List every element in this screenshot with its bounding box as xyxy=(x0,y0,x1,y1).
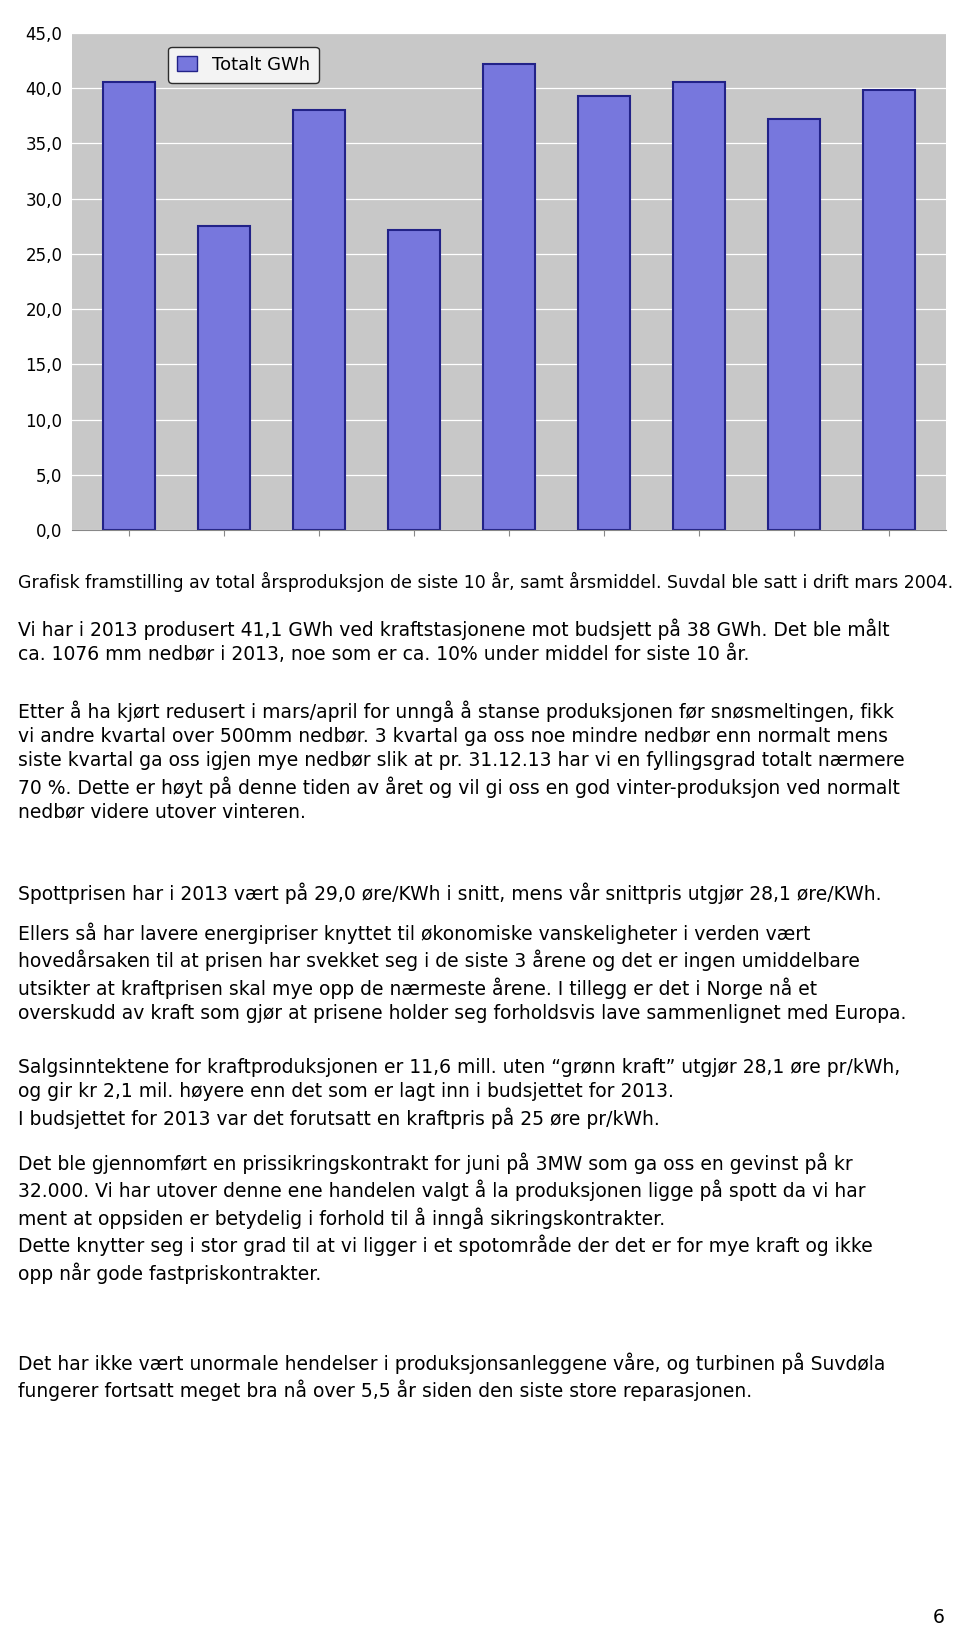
Text: Grafisk framstilling av total årsproduksjon de siste 10 år, samt årsmiddel. Suvd: Grafisk framstilling av total årsproduks… xyxy=(18,571,953,592)
Bar xyxy=(293,109,345,530)
Bar xyxy=(862,90,915,530)
Bar xyxy=(673,83,725,530)
Text: Det har ikke vært unormale hendelser i produksjonsanleggene våre, og turbinen på: Det har ikke vært unormale hendelser i p… xyxy=(18,1351,885,1402)
Bar xyxy=(578,96,630,530)
Bar xyxy=(388,230,440,530)
Text: Salgsinntektene for kraftproduksjonen er 11,6 mill. uten “grønn kraft” utgjør 28: Salgsinntektene for kraftproduksjonen er… xyxy=(18,1058,900,1129)
Text: Ellers så har lavere energipriser knyttet til økonomiske vanskeligheter i verden: Ellers så har lavere energipriser knytte… xyxy=(18,922,906,1023)
Text: Spottprisen har i 2013 vært på 29,0 øre/KWh i snitt, mens vår snittpris utgjør 2: Spottprisen har i 2013 vært på 29,0 øre/… xyxy=(18,881,881,904)
Legend: Totalt GWh: Totalt GWh xyxy=(168,47,319,83)
Bar xyxy=(198,227,250,530)
Text: Vi har i 2013 produsert 41,1 GWh ved kraftstasjonene mot budsjett på 38 GWh. Det: Vi har i 2013 produsert 41,1 GWh ved kra… xyxy=(18,619,890,664)
Bar xyxy=(483,64,535,530)
Bar xyxy=(768,119,820,530)
Text: 6: 6 xyxy=(933,1608,945,1627)
Text: Det ble gjennomført en prissikringskontrakt for juni på 3MW som ga oss en gevins: Det ble gjennomført en prissikringskontr… xyxy=(18,1152,873,1284)
Text: Etter å ha kjørt redusert i mars/april for unngå å stanse produksjonen før snøsm: Etter å ha kjørt redusert i mars/april f… xyxy=(18,700,904,823)
Bar xyxy=(103,83,156,530)
